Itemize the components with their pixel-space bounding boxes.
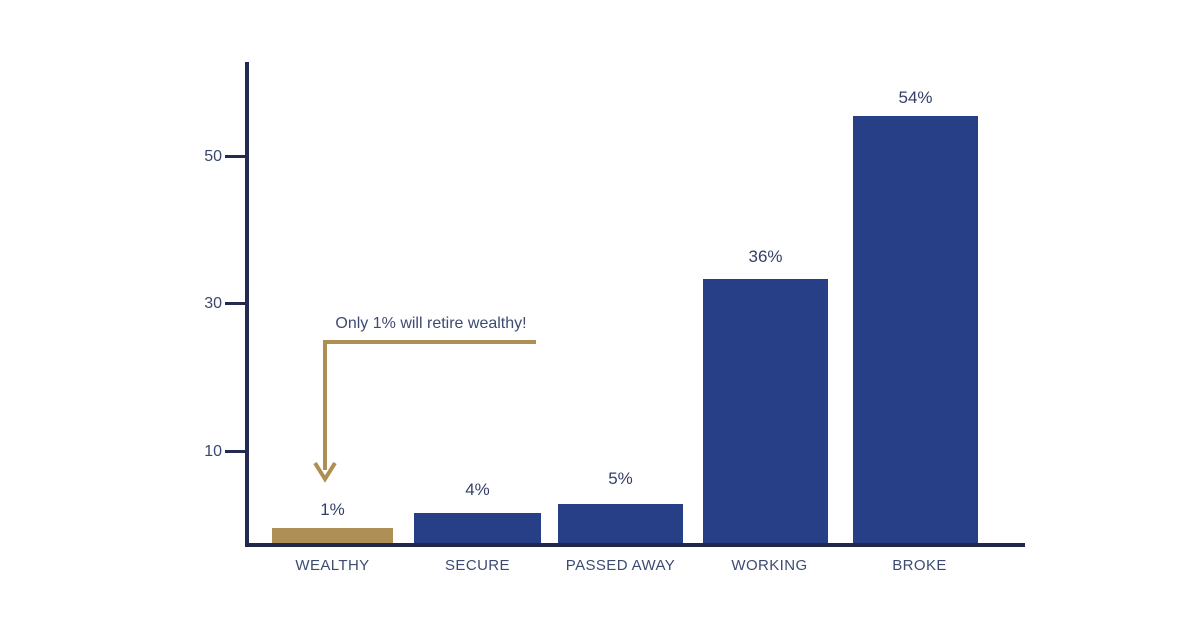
category-label-secure: SECURE xyxy=(445,557,510,574)
annotation-arrow-icon xyxy=(313,340,536,483)
y-tick-30 xyxy=(225,302,246,305)
bar-working xyxy=(703,279,828,543)
bar-passed-away xyxy=(558,504,683,543)
value-label-working: 36% xyxy=(748,247,783,266)
y-tick-label-10: 10 xyxy=(204,443,222,460)
value-label-passed-away: 5% xyxy=(608,469,633,488)
category-label-working: WORKING xyxy=(731,557,808,574)
value-label-secure: 4% xyxy=(465,480,490,499)
y-tick-10 xyxy=(225,450,246,453)
value-label-wealthy: 1% xyxy=(320,500,345,519)
annotation-text: Only 1% will retire wealthy! xyxy=(335,315,527,332)
y-tick-label-30: 30 xyxy=(204,295,222,312)
category-label-wealthy: WEALTHY xyxy=(295,557,370,574)
category-label-broke: BROKE xyxy=(892,557,947,574)
value-label-broke: 54% xyxy=(898,88,933,107)
category-label-passed-away: PASSED AWAY xyxy=(565,557,676,574)
y-tick-label-50: 50 xyxy=(204,148,222,165)
y-tick-50 xyxy=(225,155,246,158)
bar-wealthy xyxy=(272,528,393,543)
y-axis-line xyxy=(245,62,249,547)
bar-secure xyxy=(414,513,541,543)
x-axis-line xyxy=(245,543,1025,547)
bar-broke xyxy=(853,116,978,543)
